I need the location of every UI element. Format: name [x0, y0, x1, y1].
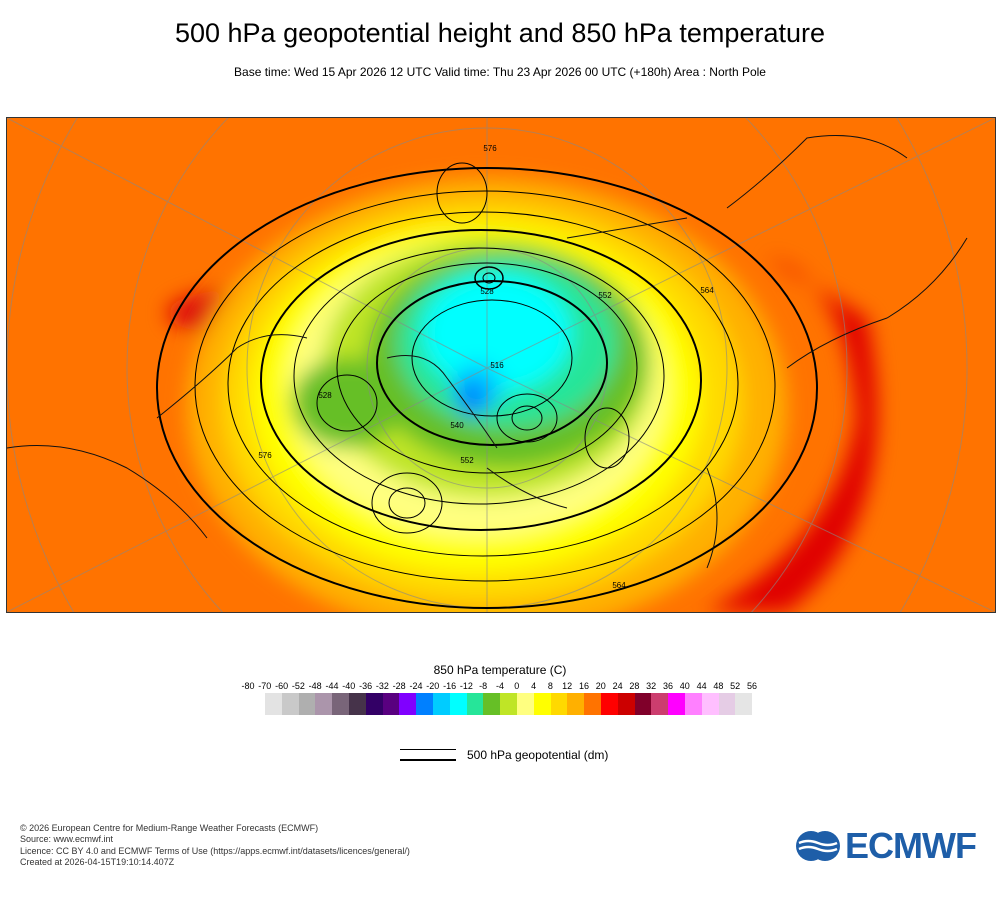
contour-label: 552: [598, 291, 612, 300]
legend-color-swatch: [617, 693, 635, 715]
legend-tick-label: 12: [562, 681, 573, 691]
blue-core: [458, 380, 486, 416]
graticule: [7, 118, 995, 612]
legend-tick-label: 20: [595, 681, 606, 691]
legend-tick-label: 8: [547, 681, 553, 691]
legend-tick-label: -48: [308, 681, 322, 691]
geopotential-legend-label: 500 hPa geopotential (dm): [467, 748, 609, 762]
coastlines: [7, 135, 968, 569]
licence-text: Licence: CC BY 4.0 and ECMWF Terms of Us…: [20, 845, 410, 856]
legend-color-swatch: [584, 693, 601, 715]
cyan-zone: [422, 273, 572, 393]
contour-label: 516: [490, 361, 504, 370]
legend-tick-label: 32: [646, 681, 657, 691]
legend-color-swatch: [651, 693, 669, 715]
contour-label: 552: [460, 456, 474, 465]
legend-tick-label: -70: [258, 681, 272, 691]
footer-credits: © 2026 European Centre for Medium-Range …: [20, 823, 410, 868]
ecmwf-logo: ECMWF: [795, 825, 977, 867]
legend-tick-label: -80: [241, 681, 255, 691]
polar-map: 576 528 552 540 516 564 528 552 576 564: [6, 117, 996, 613]
legend-color-swatch: [416, 693, 433, 715]
legend-title: 850 hPa temperature (C): [433, 663, 567, 677]
temperature-color-bar: [265, 693, 753, 715]
legend-color-swatch: [449, 693, 467, 715]
legend-color-swatch: [533, 693, 551, 715]
contour-label: 564: [700, 286, 714, 295]
legend-color-swatch: [483, 693, 501, 715]
legend-color-swatch: [634, 693, 652, 715]
legend-tick-label: -28: [392, 681, 406, 691]
legend-tick-label: 56: [746, 681, 757, 691]
legend-color-swatch: [348, 693, 366, 715]
legend-tick-label: 24: [612, 681, 623, 691]
legend-tick-label: -60: [275, 681, 289, 691]
legend-color-swatch: [466, 693, 484, 715]
source-text: Source: www.ecmwf.int: [20, 834, 114, 845]
chart-title: 500 hPa geopotential height and 850 hPa …: [174, 18, 825, 48]
legend-color-swatch: [718, 693, 736, 715]
contour-label: 564: [612, 581, 626, 590]
legend-tick-label: -16: [443, 681, 457, 691]
legend-tick-label: -4: [495, 681, 504, 691]
legend-color-swatch: [668, 693, 685, 715]
legend-tick-label: 48: [713, 681, 724, 691]
legend-color-swatch: [735, 693, 753, 715]
legend-color-swatch: [684, 693, 702, 715]
legend-color-swatch: [550, 693, 568, 715]
geopotential-contours: [156, 162, 818, 609]
green-west: [292, 358, 402, 448]
legend-tick-label: -36: [359, 681, 373, 691]
created-text: Created at 2026-04-15T19:10:14.407Z: [20, 856, 175, 867]
ecmwf-logo-text: ECMWF: [845, 825, 977, 866]
legend-tick-label: 0: [514, 681, 520, 691]
legend-tick-label: 28: [629, 681, 640, 691]
legend-tick-label: 52: [730, 681, 741, 691]
legend-color-swatch: [382, 693, 400, 715]
legend-tick-label: -24: [409, 681, 423, 691]
legend-tick-label: 40: [679, 681, 690, 691]
legend-color-swatch: [567, 693, 585, 715]
legend-color-swatch: [516, 693, 534, 715]
legend-tick-label: -12: [459, 681, 473, 691]
legend-tick-label: -52: [291, 681, 305, 691]
red-region-east: [707, 258, 877, 612]
legend-tick-label: -8: [479, 681, 488, 691]
legend-tick-label: 16: [578, 681, 589, 691]
ecmwf-logo-icon: [796, 831, 840, 861]
legend-color-swatch: [701, 693, 719, 715]
legend-tick-label: -40: [342, 681, 356, 691]
legend-color-swatch: [298, 693, 316, 715]
legend-tick-label: -44: [325, 681, 339, 691]
contour-label: 576: [483, 144, 497, 153]
chart-subtitle: Base time: Wed 15 Apr 2026 12 UTC Valid …: [234, 65, 766, 79]
contour-label: 528: [480, 287, 494, 296]
contour-line-sample: [400, 749, 456, 761]
legend-color-swatch: [281, 693, 299, 715]
legend-tick-label: -32: [375, 681, 389, 691]
legend-tick-label: 44: [696, 681, 707, 691]
copyright-text: © 2026 European Centre for Medium-Range …: [20, 823, 319, 833]
legend-color-swatch: [600, 693, 618, 715]
legend-color-swatch: [265, 693, 282, 715]
legend-color-swatch: [500, 693, 517, 715]
contour-label: 540: [450, 421, 464, 430]
legend-color-swatch: [315, 693, 333, 715]
legend-color-swatch: [432, 693, 450, 715]
legend-tick-label: -20: [426, 681, 440, 691]
legend-color-swatch: [332, 693, 349, 715]
legend-color-swatch: [365, 693, 383, 715]
legend-color-swatch: [399, 693, 417, 715]
contour-label: 576: [258, 451, 272, 460]
geopotential-legend: 500 hPa geopotential (dm): [400, 748, 608, 762]
legend-tick-label: 4: [531, 681, 537, 691]
legend-tick-label: 36: [662, 681, 673, 691]
contour-label: 528: [318, 391, 332, 400]
